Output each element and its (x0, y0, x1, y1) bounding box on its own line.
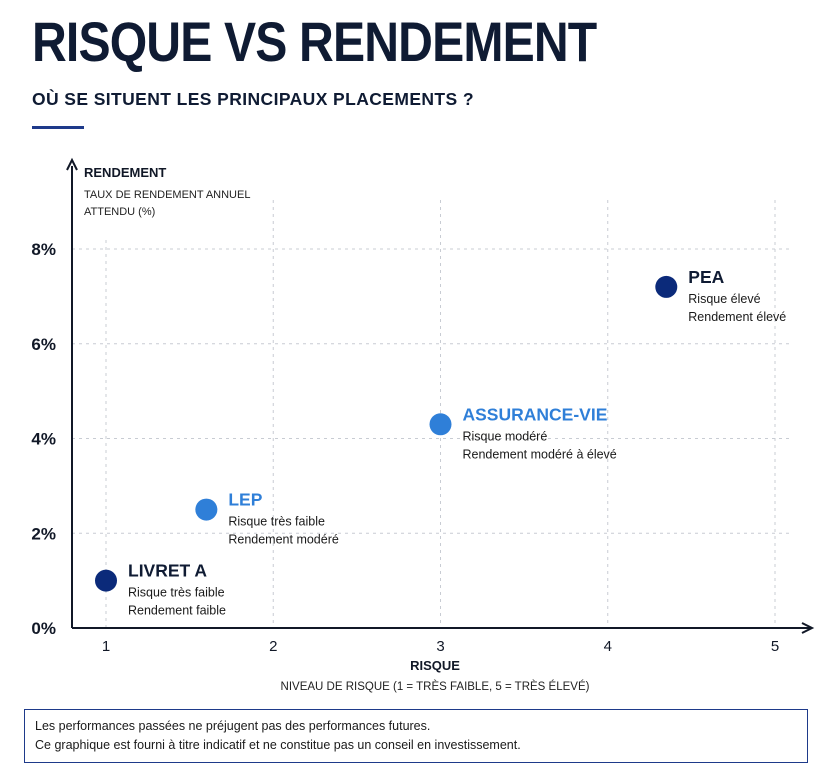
data-point-description: Rendement modéré à élevé (463, 447, 617, 461)
y-axis-title: RENDEMENT (84, 165, 166, 180)
disclaimer-line-1: Les performances passées ne préjugent pa… (35, 719, 431, 733)
data-point (429, 413, 452, 436)
x-axis-title: RISQUE (410, 658, 460, 673)
x-tick-label: 2 (269, 638, 277, 655)
data-point-description: Rendement faible (128, 604, 226, 618)
y-axis-subtitle: ATTENDU (%) (84, 206, 155, 218)
risk-return-chart: RENDEMENT TAUX DE RENDEMENT ANNUEL ATTENDU… (31, 157, 815, 693)
title-underline (32, 126, 84, 129)
data-point-label: PEA (688, 267, 724, 287)
x-tick-label: 4 (604, 638, 612, 655)
data-point-description: Risque très faible (128, 586, 225, 600)
page-subtitle: OÙ SE SITUENT LES PRINCIPAUX PLACEMENTS … (32, 89, 474, 109)
x-tick-label: 1 (102, 638, 110, 655)
data-point-description: Risque élevé (688, 292, 760, 306)
data-point (95, 569, 117, 592)
y-tick-label: 2% (31, 524, 56, 543)
data-point-description: Risque modéré (463, 429, 548, 443)
y-axis-arrow-icon (66, 157, 78, 171)
data-point-label: ASSURANCE-VIE (463, 404, 608, 424)
y-tick-label: 8% (31, 240, 56, 259)
data-point-description: Rendement modéré (228, 533, 339, 547)
disclaimer-line-2: Ce graphique est fourni à titre indicati… (35, 738, 521, 752)
x-axis-subtitle: NIVEAU DE RISQUE (1 = TRÈS FAIBLE, 5 = T… (281, 680, 590, 693)
x-tick-label: 5 (771, 638, 779, 655)
x-axis-arrow-icon (801, 622, 815, 634)
x-tick-label: 3 (436, 638, 444, 655)
data-point-description: Rendement élevé (688, 310, 786, 324)
data-point (195, 498, 218, 521)
data-point-label: LIVRET A (128, 561, 207, 581)
data-point (655, 275, 678, 298)
y-tick-label: 6% (31, 335, 56, 354)
disclaimer-box: Les performances passées ne préjugent pa… (24, 709, 808, 763)
y-tick-label: 0% (31, 619, 56, 638)
data-point-description: Risque très faible (228, 515, 325, 529)
page-title: RISQUE VS RENDEMENT (32, 10, 597, 73)
y-axis-subtitle: TAUX DE RENDEMENT ANNUEL (84, 189, 250, 201)
y-tick-label: 4% (31, 430, 56, 449)
data-point-label: LEP (228, 490, 262, 510)
